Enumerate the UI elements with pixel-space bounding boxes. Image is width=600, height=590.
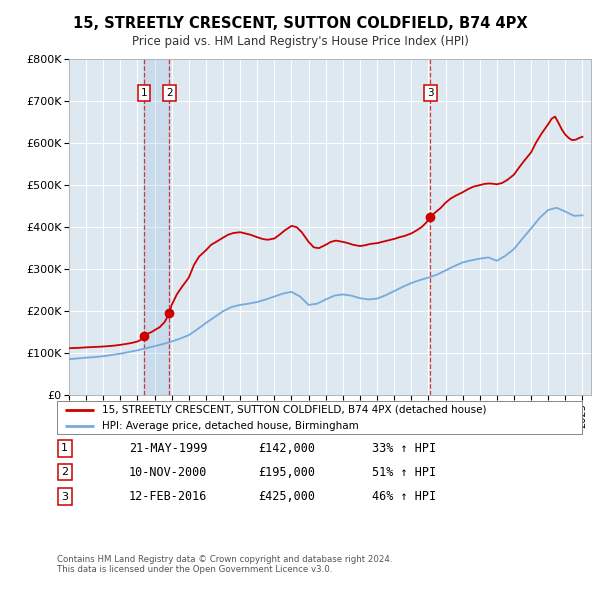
Text: 15, STREETLY CRESCENT, SUTTON COLDFIELD, B74 4PX (detached house): 15, STREETLY CRESCENT, SUTTON COLDFIELD,… <box>101 405 486 415</box>
Text: Contains HM Land Registry data © Crown copyright and database right 2024.: Contains HM Land Registry data © Crown c… <box>57 555 392 564</box>
Text: 1: 1 <box>141 88 148 97</box>
Text: 2: 2 <box>166 88 173 97</box>
Text: 33% ↑ HPI: 33% ↑ HPI <box>372 442 436 455</box>
Text: 1: 1 <box>61 444 68 453</box>
Text: 3: 3 <box>61 492 68 502</box>
Text: £142,000: £142,000 <box>258 442 315 455</box>
Text: £195,000: £195,000 <box>258 466 315 478</box>
Text: 2: 2 <box>61 467 68 477</box>
Text: 51% ↑ HPI: 51% ↑ HPI <box>372 466 436 478</box>
Text: This data is licensed under the Open Government Licence v3.0.: This data is licensed under the Open Gov… <box>57 565 332 575</box>
Text: 15, STREETLY CRESCENT, SUTTON COLDFIELD, B74 4PX: 15, STREETLY CRESCENT, SUTTON COLDFIELD,… <box>73 16 527 31</box>
Text: 12-FEB-2016: 12-FEB-2016 <box>129 490 208 503</box>
Text: 3: 3 <box>427 88 434 97</box>
Text: £425,000: £425,000 <box>258 490 315 503</box>
Text: 46% ↑ HPI: 46% ↑ HPI <box>372 490 436 503</box>
Text: Price paid vs. HM Land Registry's House Price Index (HPI): Price paid vs. HM Land Registry's House … <box>131 35 469 48</box>
Text: 10-NOV-2000: 10-NOV-2000 <box>129 466 208 478</box>
Text: 21-MAY-1999: 21-MAY-1999 <box>129 442 208 455</box>
Bar <box>144 59 169 395</box>
Text: HPI: Average price, detached house, Birmingham: HPI: Average price, detached house, Birm… <box>101 421 358 431</box>
